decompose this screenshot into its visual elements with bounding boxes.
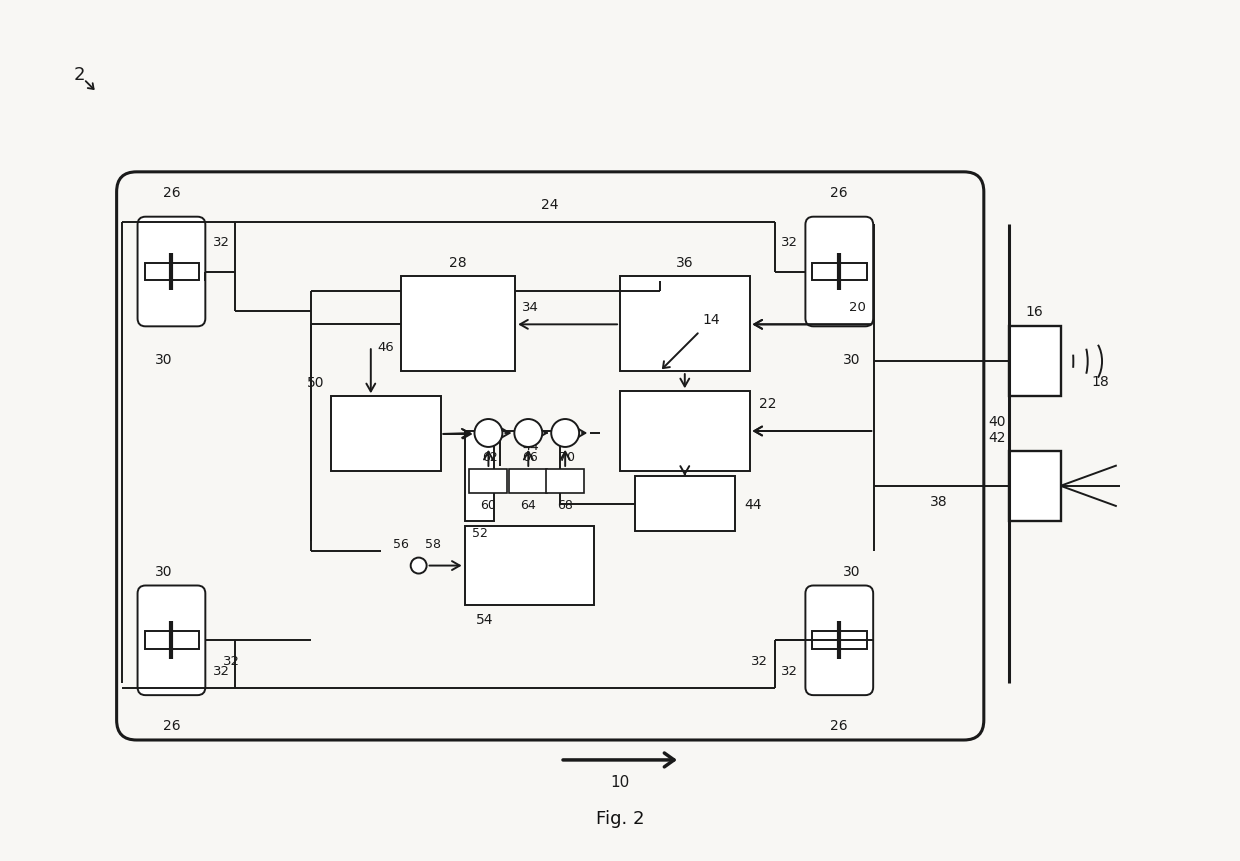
Circle shape	[515, 419, 542, 448]
Text: 2: 2	[74, 66, 86, 84]
Text: 40: 40	[988, 414, 1006, 429]
Text: 38: 38	[930, 494, 947, 508]
Text: 60: 60	[480, 499, 496, 511]
Text: 10: 10	[610, 774, 630, 790]
Circle shape	[552, 419, 579, 448]
Text: 30: 30	[842, 564, 861, 578]
Text: 32: 32	[751, 654, 768, 667]
Text: 44: 44	[744, 497, 761, 511]
Text: 34: 34	[522, 300, 538, 313]
Bar	[547, 469, 584, 493]
FancyBboxPatch shape	[138, 218, 206, 327]
Text: 32: 32	[223, 654, 239, 667]
Bar	[1009, 451, 1060, 521]
Text: Fig. 2: Fig. 2	[595, 808, 645, 827]
Text: 42: 42	[988, 430, 1006, 444]
Text: 64: 64	[521, 499, 536, 511]
Text: 26: 26	[162, 186, 180, 200]
Text: 32: 32	[781, 664, 799, 677]
Text: 66: 66	[522, 451, 538, 464]
Bar	[1009, 327, 1060, 397]
Bar	[145, 263, 200, 282]
Text: 62: 62	[482, 451, 498, 464]
Bar	[331, 397, 440, 471]
Bar	[401, 277, 516, 372]
Bar	[465, 431, 495, 521]
Text: 16: 16	[1025, 305, 1044, 319]
Bar	[145, 632, 200, 649]
Bar	[470, 469, 507, 493]
Text: 28: 28	[449, 255, 466, 269]
Text: 30: 30	[155, 353, 172, 367]
Text: 52: 52	[471, 527, 487, 540]
Text: 24: 24	[542, 197, 559, 212]
Text: 30: 30	[155, 564, 172, 578]
Bar	[620, 392, 750, 471]
Text: 22: 22	[759, 397, 776, 411]
Bar	[812, 632, 867, 649]
Circle shape	[410, 558, 427, 574]
Bar	[510, 469, 547, 493]
Text: 56: 56	[393, 537, 409, 550]
Text: 70: 70	[559, 451, 575, 464]
Text: 14: 14	[703, 313, 720, 327]
Text: 32: 32	[213, 236, 229, 249]
Text: 18: 18	[1091, 375, 1110, 388]
Bar	[620, 277, 750, 372]
Text: 44: 44	[522, 440, 538, 453]
Circle shape	[475, 419, 502, 448]
Text: 26: 26	[831, 186, 848, 200]
Text: 26: 26	[162, 718, 180, 732]
Text: 54: 54	[476, 613, 494, 627]
Text: 20: 20	[849, 300, 866, 313]
Bar	[812, 263, 867, 282]
Text: 36: 36	[676, 255, 693, 269]
Text: 26: 26	[831, 718, 848, 732]
Text: 50: 50	[308, 375, 325, 390]
Text: 68: 68	[557, 499, 573, 511]
Text: 32: 32	[213, 664, 229, 677]
Text: 32: 32	[781, 236, 799, 249]
Bar	[465, 526, 594, 606]
Text: 46: 46	[377, 340, 394, 353]
Text: 58: 58	[424, 537, 440, 550]
FancyBboxPatch shape	[806, 218, 873, 327]
Bar	[635, 476, 734, 531]
FancyBboxPatch shape	[138, 585, 206, 696]
FancyBboxPatch shape	[806, 585, 873, 696]
Text: 30: 30	[842, 353, 861, 367]
